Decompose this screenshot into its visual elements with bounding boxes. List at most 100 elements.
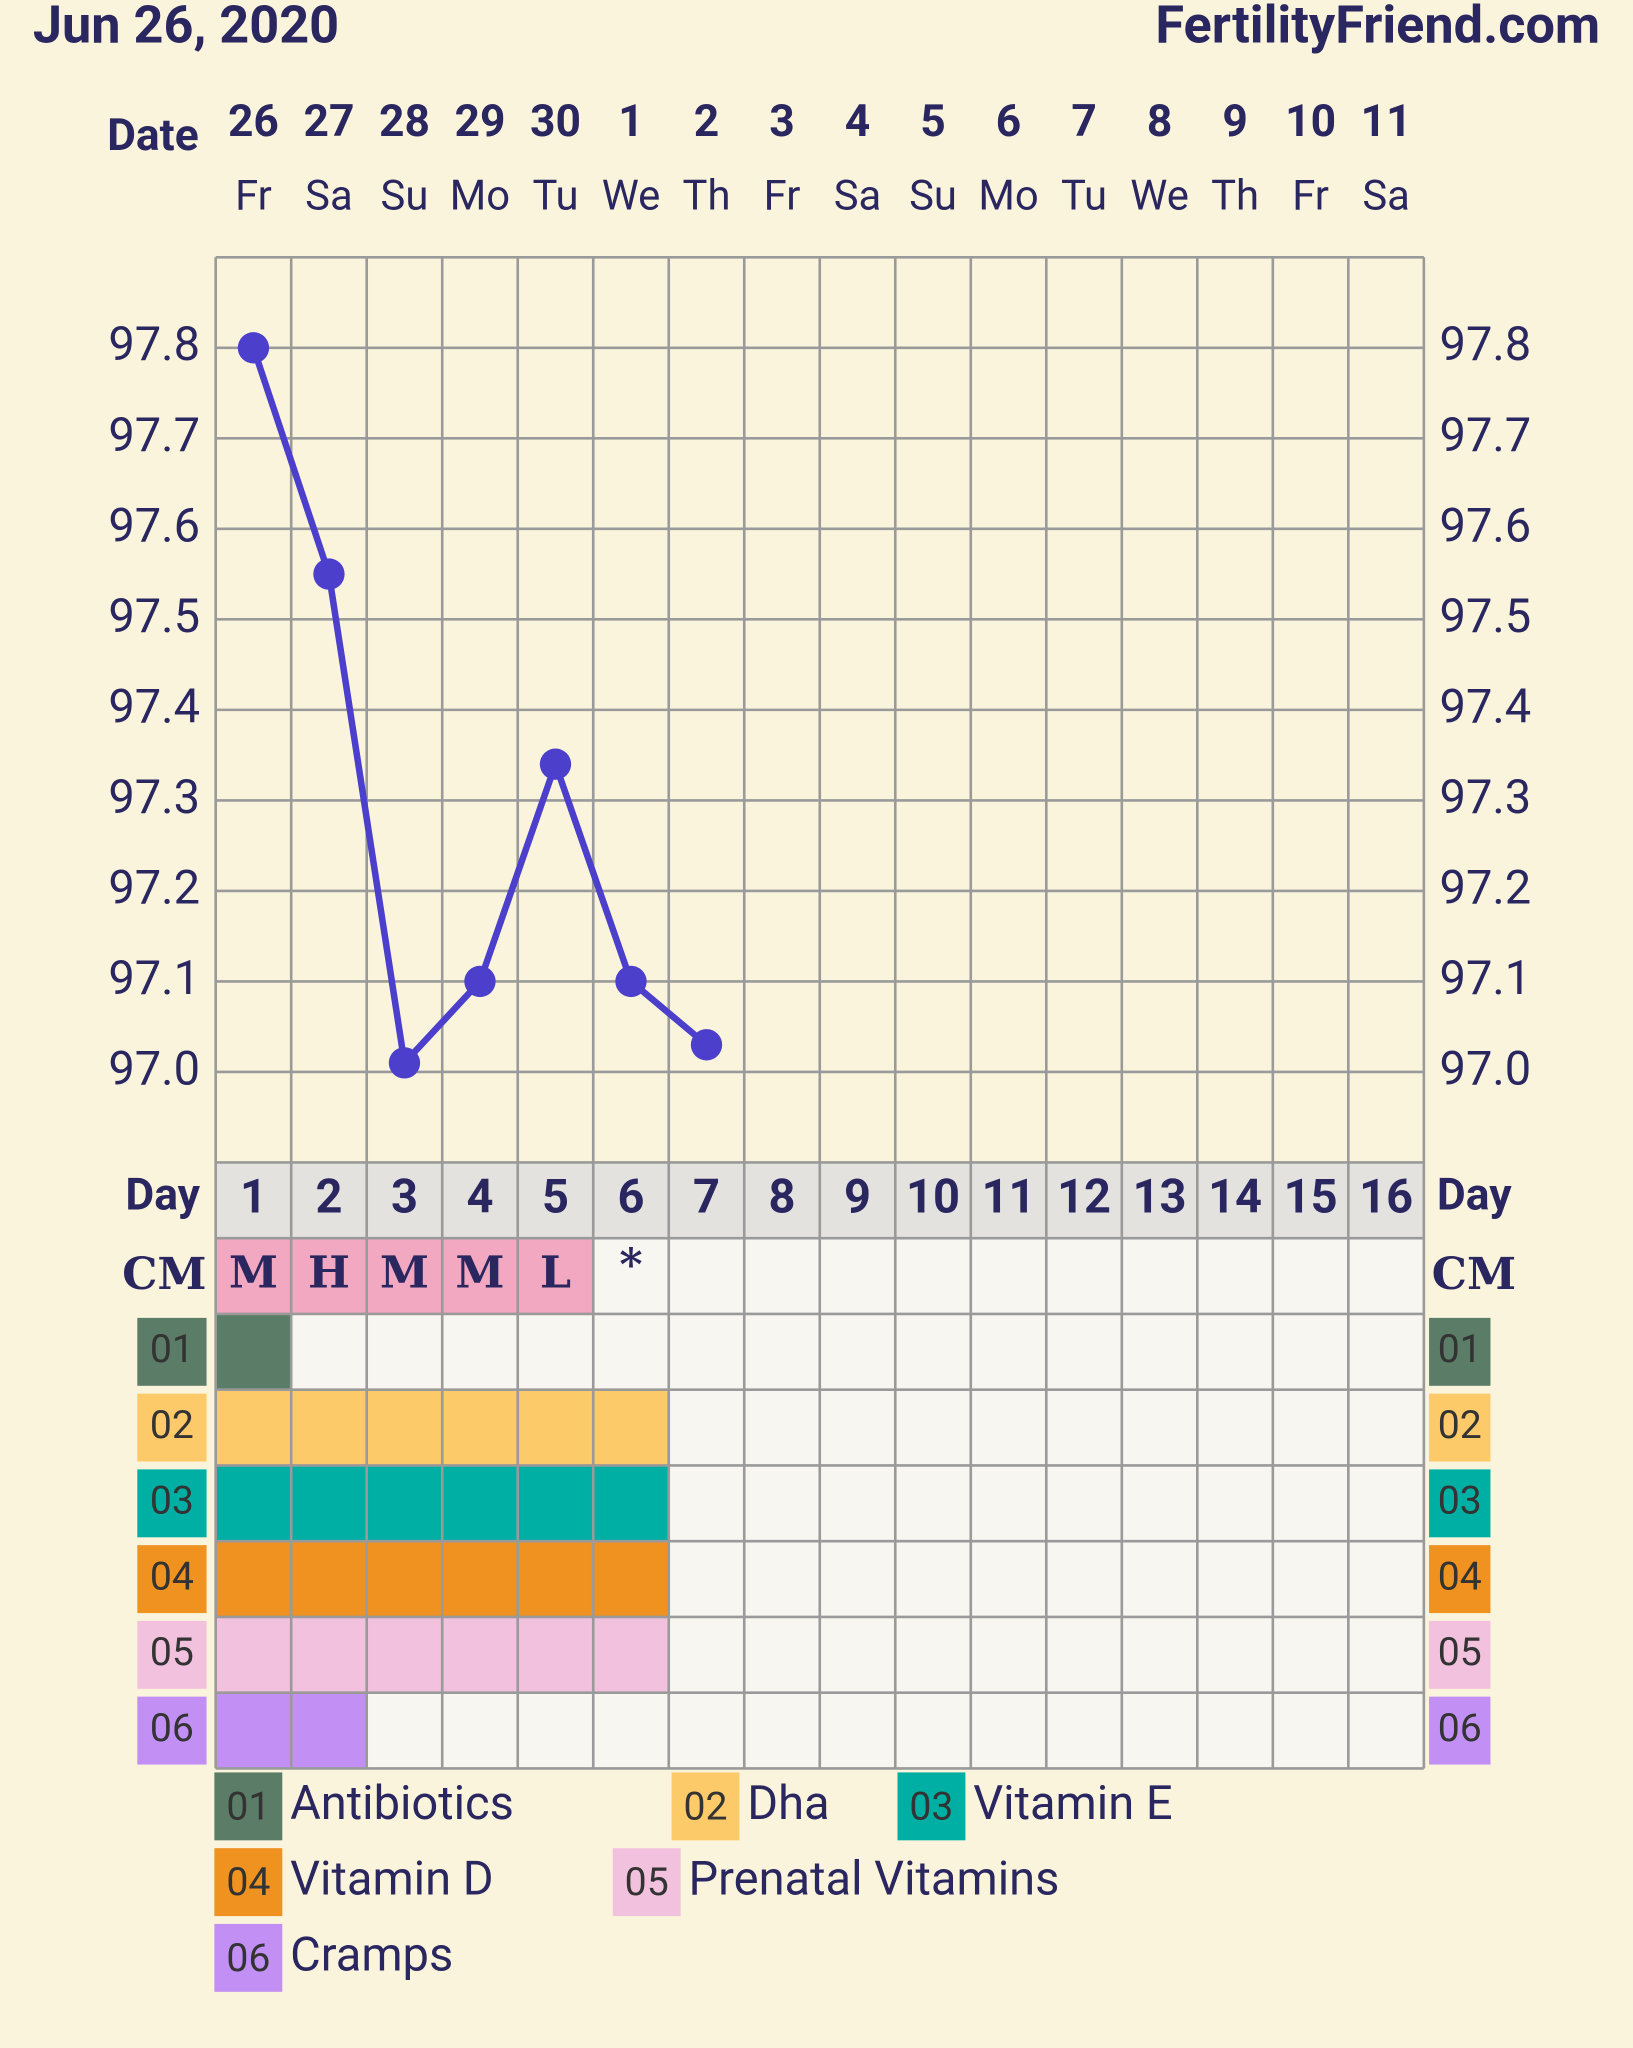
y2-tick-label: 97.4 <box>1440 679 1532 734</box>
medication-badge <box>1429 1469 1491 1538</box>
day-label: Day <box>1437 1168 1512 1220</box>
medication-cell <box>366 1541 443 1617</box>
medication-code: 06 <box>150 1705 194 1751</box>
cm-value: M <box>380 1247 429 1299</box>
date-label: 7 <box>1071 95 1096 147</box>
medication-code: 02 <box>150 1402 194 1448</box>
y2-tick-label: 97.8 <box>1440 317 1532 372</box>
cycle-day: 15 <box>1284 1170 1338 1225</box>
legend-badge <box>897 1772 966 1841</box>
legend-name: Prenatal Vitamins <box>689 1852 1060 1907</box>
medication-cell <box>215 1465 292 1542</box>
temperature-point <box>539 748 572 780</box>
medication-code: 05 <box>150 1629 194 1675</box>
medication-cell <box>442 1616 518 1693</box>
cm-label: CM <box>1432 1248 1516 1300</box>
medication-cell <box>366 1389 443 1466</box>
date-label: 6 <box>996 95 1021 147</box>
medication-cell <box>517 1616 594 1693</box>
weekday-label: Sa <box>305 172 353 221</box>
medication-cell <box>593 1616 669 1693</box>
cm-cell <box>215 1238 292 1314</box>
weekday-label: Su <box>381 172 429 221</box>
medication-cell <box>442 1541 518 1617</box>
cycle-day: 12 <box>1057 1170 1111 1225</box>
cm-label: CM <box>122 1248 206 1300</box>
weekday-label: Fr <box>1292 172 1329 221</box>
legend-name: Dha <box>747 1776 829 1831</box>
medication-code: 01 <box>150 1326 194 1372</box>
medication-code: 04 <box>150 1553 194 1599</box>
date-label: 8 <box>1147 95 1172 147</box>
medication-code: 06 <box>1438 1705 1482 1751</box>
date-label: 11 <box>1361 95 1412 147</box>
medication-cell <box>593 1541 669 1617</box>
cycle-day: 5 <box>542 1170 569 1225</box>
legend-code: 04 <box>226 1859 270 1905</box>
date-label: 2 <box>694 95 719 147</box>
date-label: 27 <box>303 95 354 147</box>
date-label: 28 <box>379 95 430 147</box>
weekday-label: Fr <box>764 172 801 221</box>
y2-tick-label: 97.1 <box>1440 951 1532 1006</box>
medication-badge <box>1429 1620 1491 1689</box>
medication-code: 03 <box>150 1478 194 1524</box>
temperature-point <box>464 965 496 998</box>
date-label: 10 <box>1285 95 1336 147</box>
medication-badge <box>1429 1317 1491 1386</box>
date-label: Date <box>107 109 199 161</box>
medication-cell <box>291 1389 367 1466</box>
medication-code: 03 <box>1438 1478 1482 1524</box>
cycle-day: 4 <box>466 1170 493 1225</box>
y2-tick-label: 97.6 <box>1440 498 1532 553</box>
cycle-day: 6 <box>617 1170 644 1225</box>
medication-cell <box>291 1465 367 1542</box>
medication-badge <box>137 1696 207 1765</box>
legend-name: Cramps <box>290 1927 453 1982</box>
legend-badge <box>214 1923 283 1992</box>
medication-code: 04 <box>1438 1553 1482 1599</box>
legend-badge <box>612 1848 681 1917</box>
legend-badge <box>214 1772 283 1841</box>
medication-cell <box>593 1465 669 1542</box>
legend-name: Vitamin D <box>290 1852 493 1907</box>
weekday-label: Sa <box>1362 172 1410 221</box>
date-label: 1 <box>618 95 643 147</box>
medication-badge <box>1429 1696 1491 1765</box>
cycle-day: 16 <box>1359 1170 1413 1225</box>
y-tick-label: 97.2 <box>108 860 200 915</box>
y-tick-label: 97.6 <box>108 498 200 553</box>
medication-cell <box>215 1541 292 1617</box>
medication-cell <box>215 1616 292 1693</box>
medication-code: 02 <box>1438 1402 1482 1448</box>
day-label: Day <box>125 1168 200 1220</box>
cycle-day: 8 <box>769 1170 796 1225</box>
y-tick-label: 97.3 <box>108 770 200 825</box>
weekday-label: We <box>602 172 661 221</box>
medication-cell <box>215 1389 292 1466</box>
y-tick-label: 97.1 <box>108 951 200 1006</box>
legend-code: 02 <box>683 1783 727 1829</box>
date-label: 9 <box>1222 95 1247 147</box>
cm-value: * <box>619 1239 642 1291</box>
cm-cell <box>291 1238 367 1314</box>
temperature-line <box>250 346 709 1071</box>
y2-tick-label: 97.7 <box>1440 408 1532 463</box>
y-tick-label: 97.8 <box>108 317 200 372</box>
legend-code: 03 <box>909 1783 953 1829</box>
cycle-day: 9 <box>844 1170 871 1225</box>
y-tick-label: 97.7 <box>108 408 200 463</box>
weekday-label: Tu <box>532 172 578 221</box>
cm-cell <box>366 1238 443 1314</box>
legend-code: 06 <box>226 1935 270 1981</box>
date-label: 29 <box>455 95 506 147</box>
cycle-day: 7 <box>693 1170 720 1225</box>
cm-value: H <box>308 1247 350 1299</box>
medication-cell <box>215 1692 292 1769</box>
weekday-label: Sa <box>834 172 882 221</box>
medication-badge <box>137 1620 207 1689</box>
medication-code: 01 <box>1438 1326 1482 1372</box>
date-label: 4 <box>845 95 870 147</box>
